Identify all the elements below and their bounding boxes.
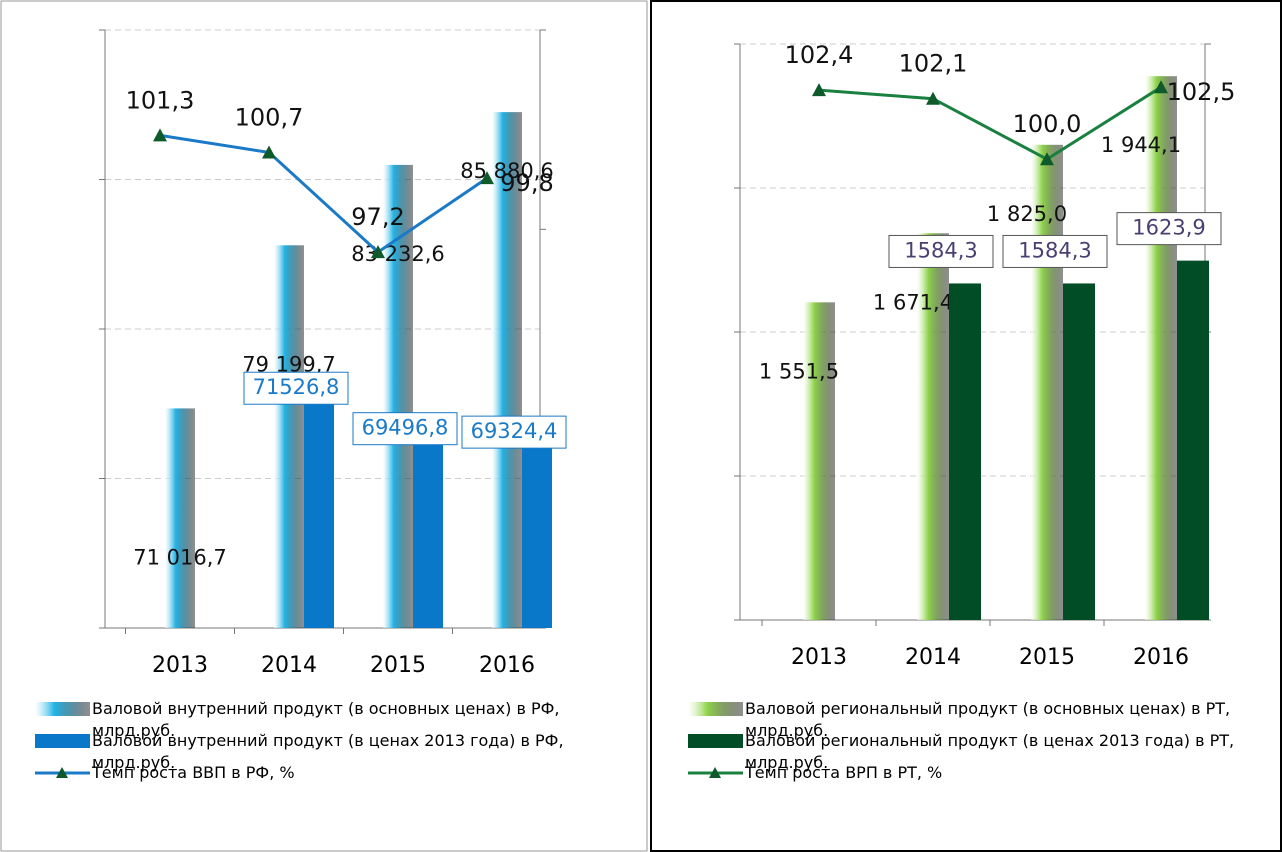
x-tick-label: 2015 [370,653,426,678]
label-box [1002,234,1108,268]
bar [413,438,443,628]
legend-entry: Валовой внутренний продукт (в основных ц… [92,699,560,740]
data-label: 100,0 [1013,110,1082,138]
marker [262,145,276,159]
bar [165,408,195,628]
bar [492,112,522,628]
data-label: 85 880,6 [460,159,554,183]
bar [803,302,835,620]
legend-entry: Валовой региональный продукт (в ценах 20… [745,731,1235,772]
label-box [352,412,458,446]
bar [917,233,949,620]
data-label: 101,3 [126,86,195,114]
data-label: 102,5 [1167,78,1236,106]
x-tick-label: 2016 [479,653,535,678]
bar [1177,260,1209,620]
data-label: 97,2 [351,203,404,231]
data-label: 1 944,1 [1101,133,1181,157]
legend-entry: Темп роста ВВП в РФ, % [92,763,295,782]
data-label: 1584,3 [904,238,977,262]
marker [1040,152,1054,166]
data-label: 1623,9 [1132,216,1205,240]
x-tick-label: 2014 [905,645,961,670]
data-label: 83 232,6 [351,242,445,266]
legend-entry: Валовой внутренний продукт (в ценах 2013… [92,731,564,772]
data-label: 1584,3 [1018,238,1091,262]
x-tick-label: 2013 [152,653,208,678]
data-label: 69324,4 [471,419,558,443]
bar [1031,144,1063,621]
data-label: 71 016,7 [133,545,227,569]
data-label: 102,4 [785,41,854,69]
bar [304,398,334,628]
bar [522,442,552,628]
data-label: 1 551,5 [759,359,839,383]
legend-swatch [688,734,743,748]
marker [371,245,385,259]
label-box [461,415,567,449]
marker [480,171,494,185]
label-box [243,371,349,405]
x-tick-label: 2014 [261,653,317,678]
bar [383,164,413,628]
data-label: 100,7 [235,103,304,131]
data-label: 1 825,0 [987,202,1067,226]
legend-entry: Валовой региональный продукт (в основных… [745,699,1231,740]
label-box [888,234,994,268]
data-label: 1 671,4 [873,290,953,314]
legend-marker [709,767,721,778]
legend-swatch [35,734,90,748]
marker [812,83,826,97]
marker [153,128,167,142]
data-label: 69496,8 [362,416,449,440]
legend-marker [56,767,68,778]
x-tick-label: 2013 [791,645,847,670]
legend-entry: Темп роста ВРП в РТ, % [745,763,943,782]
marker [1154,80,1168,94]
legend-swatch [35,702,90,716]
bar [1145,76,1177,620]
x-tick-label: 2016 [1133,645,1189,670]
bar [949,283,981,620]
data-label: 102,1 [899,50,968,78]
data-label: 99,8 [500,169,553,197]
data-label: 71526,8 [253,375,340,399]
label-box [1116,212,1222,246]
legend-swatch [688,702,743,716]
marker [926,91,940,105]
line [159,133,488,255]
bar [274,245,304,628]
bar [1063,283,1095,620]
line [818,85,1162,161]
x-tick-label: 2015 [1019,645,1075,670]
